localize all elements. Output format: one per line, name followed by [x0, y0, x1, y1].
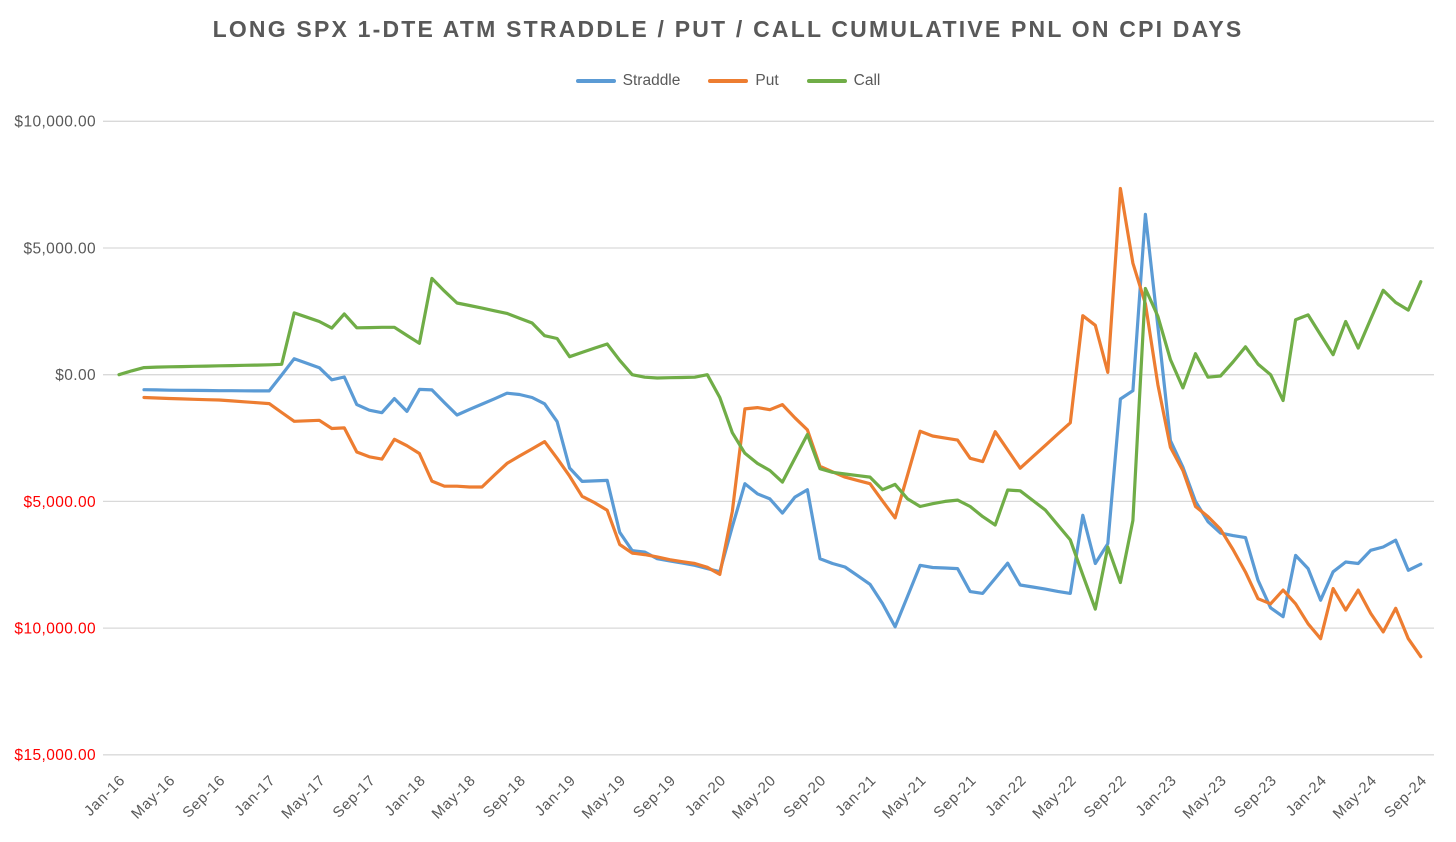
call-line-swatch-icon — [806, 79, 847, 83]
straddle-line-swatch-icon — [575, 79, 616, 83]
legend-label-put: Put — [755, 72, 779, 89]
x-axis-tick-label: May-24 — [1330, 772, 1381, 823]
y-axis-tick-label: $15,000.00 — [14, 747, 96, 764]
x-axis-tick-label: Jan-21 — [832, 772, 880, 820]
legend-label-call: Call — [853, 72, 881, 89]
legend-label-straddle: Straddle — [622, 72, 681, 89]
x-axis-tick-label: Sep-23 — [1231, 772, 1281, 822]
put-line-swatch-icon — [708, 79, 749, 83]
x-axis-tick-label: Jan-17 — [231, 772, 279, 820]
x-axis-tick-label: May-19 — [579, 772, 630, 823]
x-axis-tick-label: May-16 — [128, 772, 179, 823]
x-axis-tick-label: Sep-17 — [330, 772, 380, 822]
x-axis-tick-label: Jan-22 — [982, 772, 1030, 820]
x-axis-tick-label: Sep-20 — [780, 772, 830, 822]
x-axis-tick-label: May-21 — [879, 772, 930, 823]
series-line-call — [117, 276, 1423, 611]
x-axis-tick-label: Jan-18 — [381, 772, 429, 820]
series-line-straddle — [142, 212, 1423, 629]
x-axis-tick-label: May-23 — [1180, 772, 1231, 823]
chart-legend: Straddle Put Call — [0, 72, 1456, 90]
x-axis-tick-label: Sep-18 — [480, 772, 530, 822]
x-axis-tick-label: May-17 — [278, 772, 329, 823]
x-axis-tick-label: May-18 — [429, 772, 480, 823]
series-line-put — [142, 186, 1423, 659]
x-axis-tick-label: Sep-19 — [630, 772, 680, 822]
y-axis-tick-label: $5,000.00 — [23, 240, 96, 257]
x-axis-tick-label: Jan-16 — [81, 772, 129, 820]
y-axis-tick-label: $10,000.00 — [14, 621, 96, 638]
x-axis-tick-label: May-22 — [1029, 772, 1080, 823]
x-axis-tick-label: Jan-24 — [1283, 772, 1331, 820]
x-axis-tick-label: Jan-23 — [1132, 772, 1180, 820]
legend-item-straddle: Straddle — [575, 72, 681, 90]
x-axis-tick-label: Jan-19 — [532, 772, 580, 820]
legend-item-call: Call — [806, 72, 881, 90]
y-axis-tick-label: $0.00 — [55, 367, 96, 384]
chart-title: LONG SPX 1-DTE ATM STRADDLE / PUT / CALL… — [212, 16, 1244, 42]
x-axis-tick-label: Sep-16 — [179, 772, 229, 822]
y-axis-tick-label: $5,000.00 — [23, 494, 96, 511]
x-axis-tick-label: Sep-24 — [1381, 772, 1431, 822]
x-axis-tick-label: Sep-21 — [930, 772, 980, 822]
y-axis-tick-label: $10,000.00 — [14, 114, 96, 131]
x-axis-tick-label: Sep-22 — [1081, 772, 1131, 822]
legend-item-put: Put — [708, 72, 779, 90]
x-axis-tick-label: May-20 — [729, 772, 780, 823]
x-axis-tick-label: Jan-20 — [682, 772, 730, 820]
